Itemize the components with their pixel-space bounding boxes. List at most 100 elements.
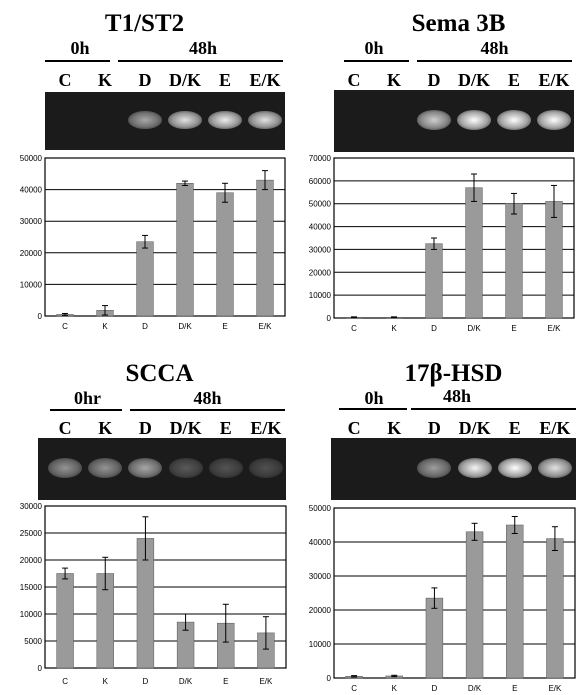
gel-image xyxy=(38,438,286,500)
y-tick-label: 40000 xyxy=(20,186,43,195)
x-tick-label: E/K xyxy=(548,684,562,693)
x-tick-label: D/K xyxy=(179,677,193,686)
bar-DK xyxy=(465,187,483,319)
lane-label: E/K xyxy=(538,70,570,90)
gel-band xyxy=(168,457,203,478)
x-tick-label: D xyxy=(142,322,148,331)
bar-E xyxy=(506,524,524,679)
group-underline-48h xyxy=(130,409,285,411)
gel-image xyxy=(331,438,576,500)
y-tick-label: 20000 xyxy=(20,556,43,565)
gel-band xyxy=(537,457,572,478)
group-underline-48h xyxy=(118,60,283,62)
gel-band xyxy=(457,457,492,478)
gel-band xyxy=(168,110,202,130)
y-tick-label: 20000 xyxy=(309,606,332,615)
x-tick-label: D xyxy=(432,684,438,693)
lane-label: D xyxy=(427,418,441,438)
x-tick-label: C xyxy=(351,684,357,693)
lane-label: D xyxy=(138,418,152,438)
group-label-0hr: 0hr xyxy=(74,388,101,408)
x-tick-label: E xyxy=(222,322,227,331)
bar-D xyxy=(136,241,154,317)
bar-C xyxy=(56,573,74,669)
plot-frame xyxy=(333,157,575,319)
y-tick-label: 0 xyxy=(327,314,332,323)
bar-EK xyxy=(546,538,564,679)
y-tick-label: 0 xyxy=(327,674,332,683)
gel-band xyxy=(537,109,571,130)
x-tick-label: K xyxy=(391,324,397,333)
y-tick-label: 60000 xyxy=(309,177,332,186)
x-tick-label: E/K xyxy=(259,322,273,331)
y-tick-label: 30000 xyxy=(309,572,332,581)
lane-label: D xyxy=(138,70,152,90)
y-tick-label: 10000 xyxy=(309,291,332,300)
lane-label: C xyxy=(347,418,361,438)
lane-label: C xyxy=(347,70,361,90)
gel-band xyxy=(88,457,123,478)
panel-sema3b: Sema 3B 0h 48h C K D D/K E E/K 70000 60000 5000… xyxy=(289,0,578,345)
lane-label: E xyxy=(219,418,232,438)
x-tick-label: D xyxy=(431,324,437,333)
gel-band xyxy=(417,109,451,130)
panel-t1st2: T1/ST2 0h 48h C K D D/K E E/K 50000 40000 30000… xyxy=(0,0,289,345)
group-label-48h: 48h xyxy=(480,38,509,58)
lane-label: K xyxy=(98,418,113,438)
gel-band xyxy=(457,109,491,130)
gel-band xyxy=(128,457,163,478)
lane-label: E/K xyxy=(250,418,282,438)
y-tick-label: 50000 xyxy=(309,200,332,209)
y-tick-label: 40000 xyxy=(309,223,332,232)
y-tick-label: 40000 xyxy=(309,538,332,547)
x-tick-label: K xyxy=(103,677,109,686)
y-tick-label: 10000 xyxy=(20,280,43,289)
lane-label: E/K xyxy=(249,70,281,90)
gel-band xyxy=(208,110,242,130)
panel-title: 17β-HSD xyxy=(404,360,503,387)
x-tick-label: K xyxy=(102,322,108,331)
gel-image xyxy=(45,92,285,150)
x-tick-label: E/K xyxy=(259,677,273,686)
lane-label: E xyxy=(508,418,521,438)
x-tick-label: D xyxy=(143,677,149,686)
x-tick-label: E xyxy=(512,684,517,693)
lane-label: E/K xyxy=(539,418,571,438)
x-tick-label: D/K xyxy=(178,322,192,331)
gel-band xyxy=(48,457,83,478)
y-tick-label: 50000 xyxy=(20,154,43,163)
group-label-48h: 48h xyxy=(188,38,217,58)
group-underline-0hr xyxy=(50,409,122,411)
gel-band xyxy=(128,110,162,130)
y-tick-label: 5000 xyxy=(24,637,42,646)
panel-scca: SCCA 0hr 48h C K D D/K E E/K 30000 25000 20000 1… xyxy=(0,352,289,695)
group-underline-0h xyxy=(45,60,110,62)
lane-label: D xyxy=(427,70,441,90)
y-tick-label: 0 xyxy=(38,312,43,321)
y-tick-label: 0 xyxy=(38,664,43,673)
group-label-48h: 48h xyxy=(193,388,222,408)
gel-band xyxy=(497,109,531,130)
panel-title: SCCA xyxy=(125,360,194,387)
lane-label: K xyxy=(386,70,401,90)
y-tick-label: 70000 xyxy=(309,154,332,163)
lane-label: E xyxy=(507,70,520,90)
y-tick-label: 20000 xyxy=(309,268,332,277)
bar-EK xyxy=(545,201,563,319)
bar-E xyxy=(505,203,523,319)
group-label-0h: 0h xyxy=(70,38,90,58)
group-label-48h: 48h xyxy=(442,386,471,406)
bar-E xyxy=(216,192,234,317)
y-tick-label: 10000 xyxy=(309,640,332,649)
group-underline-0h xyxy=(339,408,407,410)
x-tick-label: D/K xyxy=(467,324,481,333)
lane-label: D/K xyxy=(457,70,490,90)
lane-label: E xyxy=(218,70,231,90)
x-tick-label: C xyxy=(62,322,68,331)
bar-chart: 50000 40000 30000 20000 10000 0 C K D D/K E E/K xyxy=(309,504,576,693)
lane-label: D/K xyxy=(169,418,202,438)
bar-EK xyxy=(256,179,274,317)
panel-title: T1/ST2 xyxy=(104,10,185,37)
group-underline-0h xyxy=(344,60,409,62)
bar-DK xyxy=(176,183,194,317)
